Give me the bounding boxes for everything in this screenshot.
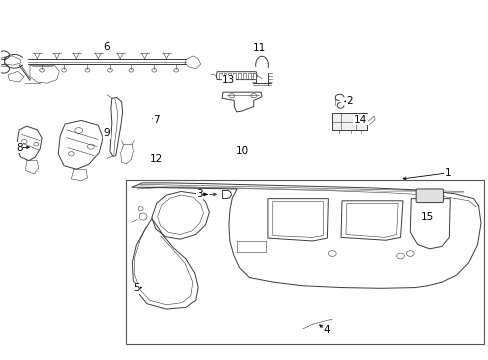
Text: 9: 9 — [103, 129, 110, 138]
Text: 4: 4 — [323, 325, 329, 335]
Text: 8: 8 — [16, 143, 22, 153]
Bar — [233, 73, 236, 78]
Text: 6: 6 — [103, 42, 110, 52]
Text: 13: 13 — [222, 75, 235, 85]
Text: 14: 14 — [353, 115, 366, 125]
Bar — [223, 73, 226, 78]
Bar — [243, 73, 245, 78]
Bar — [247, 73, 250, 78]
Text: 2: 2 — [346, 96, 352, 106]
Text: 11: 11 — [252, 43, 265, 53]
Text: 12: 12 — [150, 154, 163, 164]
Bar — [228, 73, 231, 78]
Text: 5: 5 — [133, 283, 139, 293]
Text: 3: 3 — [196, 189, 203, 199]
Bar — [252, 73, 255, 78]
Bar — [331, 113, 366, 130]
Bar — [238, 73, 241, 78]
Text: 7: 7 — [153, 115, 160, 125]
FancyBboxPatch shape — [415, 189, 443, 203]
Text: 15: 15 — [420, 212, 433, 221]
Bar — [218, 73, 221, 78]
Bar — [125, 180, 484, 344]
Text: 1: 1 — [444, 168, 451, 178]
Text: 10: 10 — [236, 145, 248, 156]
Text: 3: 3 — [196, 189, 203, 199]
